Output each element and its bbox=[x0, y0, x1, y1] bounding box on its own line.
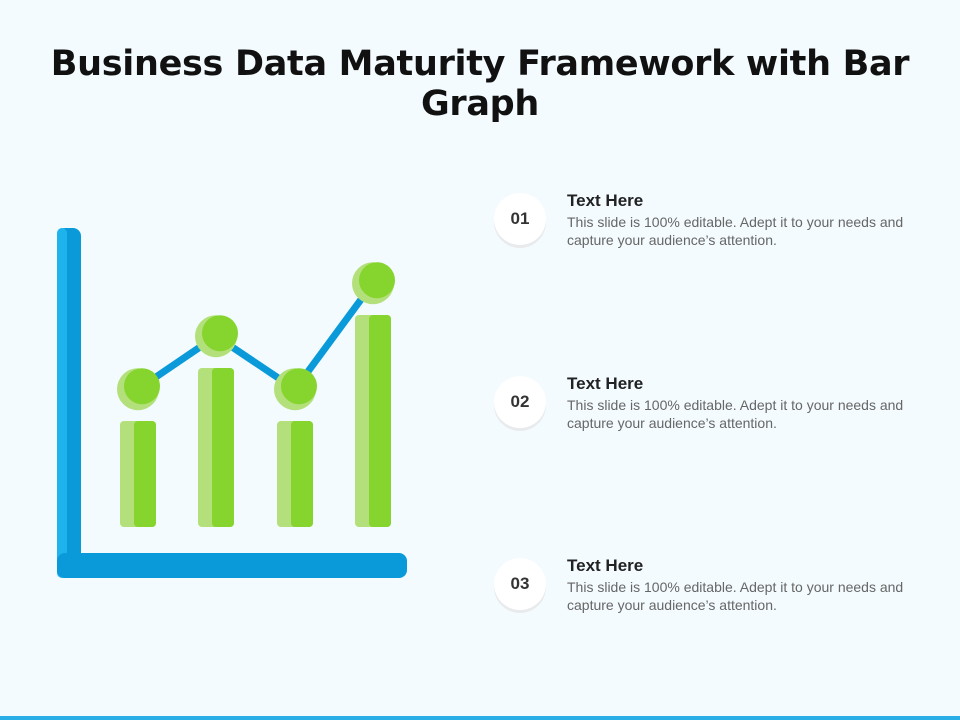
axis-icon bbox=[57, 228, 407, 578]
trend-point-4 bbox=[352, 262, 395, 305]
page-title: Business Data Maturity Framework with Ba… bbox=[50, 44, 910, 124]
number-badge: 03 bbox=[494, 558, 546, 610]
list-item-03: 03 Text Here This slide is 100% editable… bbox=[494, 556, 914, 630]
bar-1 bbox=[120, 421, 156, 527]
trend-point-1 bbox=[117, 368, 160, 411]
item-description: This slide is 100% editable. Adept it to… bbox=[567, 397, 904, 431]
points-group bbox=[117, 262, 395, 411]
bar-2 bbox=[198, 368, 234, 527]
item-title: Text Here bbox=[567, 374, 644, 393]
item-description: This slide is 100% editable. Adept it to… bbox=[567, 214, 904, 248]
trend-line-group bbox=[136, 281, 376, 393]
item-description: This slide is 100% editable. Adept it to… bbox=[567, 579, 904, 613]
bars-group bbox=[120, 315, 391, 527]
bottom-accent-line bbox=[0, 716, 960, 720]
number-badge: 02 bbox=[494, 376, 546, 428]
list-item-01: 01 Text Here This slide is 100% editable… bbox=[494, 191, 914, 265]
list-item-02: 02 Text Here This slide is 100% editable… bbox=[494, 374, 914, 448]
item-title: Text Here bbox=[567, 191, 644, 210]
trend-point-3 bbox=[274, 368, 317, 411]
y-axis-highlight bbox=[57, 228, 67, 578]
bar-3 bbox=[277, 421, 313, 527]
number-badge: 01 bbox=[494, 193, 546, 245]
bar-4 bbox=[355, 315, 391, 527]
trend-line bbox=[136, 281, 376, 393]
trend-point-2 bbox=[195, 315, 238, 358]
item-title: Text Here bbox=[567, 556, 644, 575]
x-axis bbox=[57, 553, 407, 578]
